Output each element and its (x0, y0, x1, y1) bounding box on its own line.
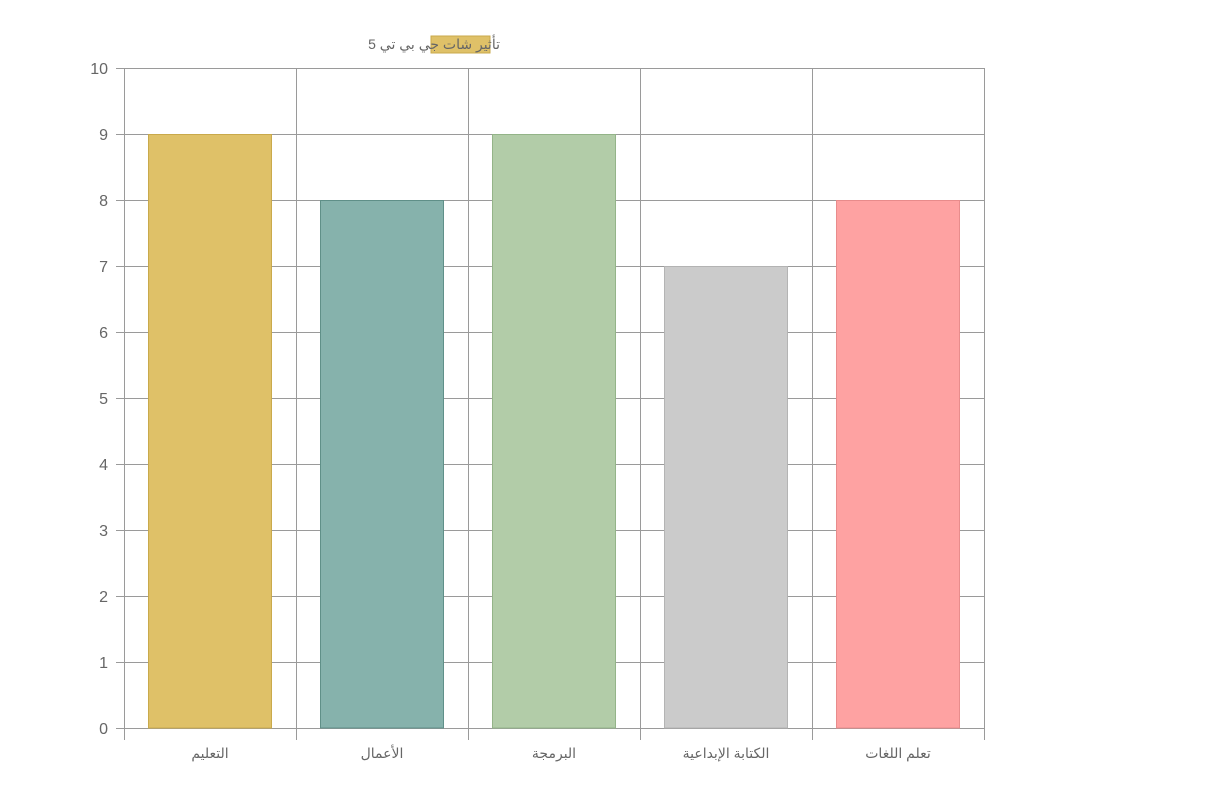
y-tick-label: 4 (99, 457, 108, 474)
y-tick-label: 0 (99, 721, 108, 738)
y-tick-label: 3 (99, 523, 108, 540)
x-tick-label: البرمجة (532, 745, 576, 762)
bar[interactable] (320, 200, 444, 729)
x-tick-label: تعلم اللغات (865, 745, 931, 762)
y-tick-label: 8 (99, 193, 108, 210)
y-tick-label: 10 (90, 61, 108, 78)
x-tick-label: الكتابة الإبداعية (683, 745, 770, 762)
bar[interactable] (148, 134, 272, 729)
y-tick-label: 7 (99, 259, 108, 276)
bars (148, 134, 960, 729)
bar[interactable] (664, 266, 788, 729)
x-tick-label: التعليم (191, 745, 228, 762)
y-tick-label: 5 (99, 391, 108, 408)
y-axis-ticks: 0 1 2 3 4 5 6 7 8 9 10 (90, 61, 108, 738)
x-tick-label: الأعمال (361, 744, 404, 761)
legend-label[interactable]: تأثير شات جي بي تي 5 (368, 34, 500, 53)
x-axis-labels: التعليم الأعمال البرمجة الكتابة الإبداعية تع… (191, 744, 930, 762)
y-tick-label: 9 (99, 127, 108, 144)
y-tick-label: 6 (99, 325, 108, 342)
legend-swatch[interactable] (430, 35, 491, 54)
y-tick-label: 2 (99, 589, 108, 606)
bar[interactable] (492, 134, 616, 729)
bar[interactable] (836, 200, 960, 729)
legend[interactable]: تأثير شات جي بي تي 5 (368, 34, 500, 54)
y-tick-label: 1 (99, 655, 108, 672)
